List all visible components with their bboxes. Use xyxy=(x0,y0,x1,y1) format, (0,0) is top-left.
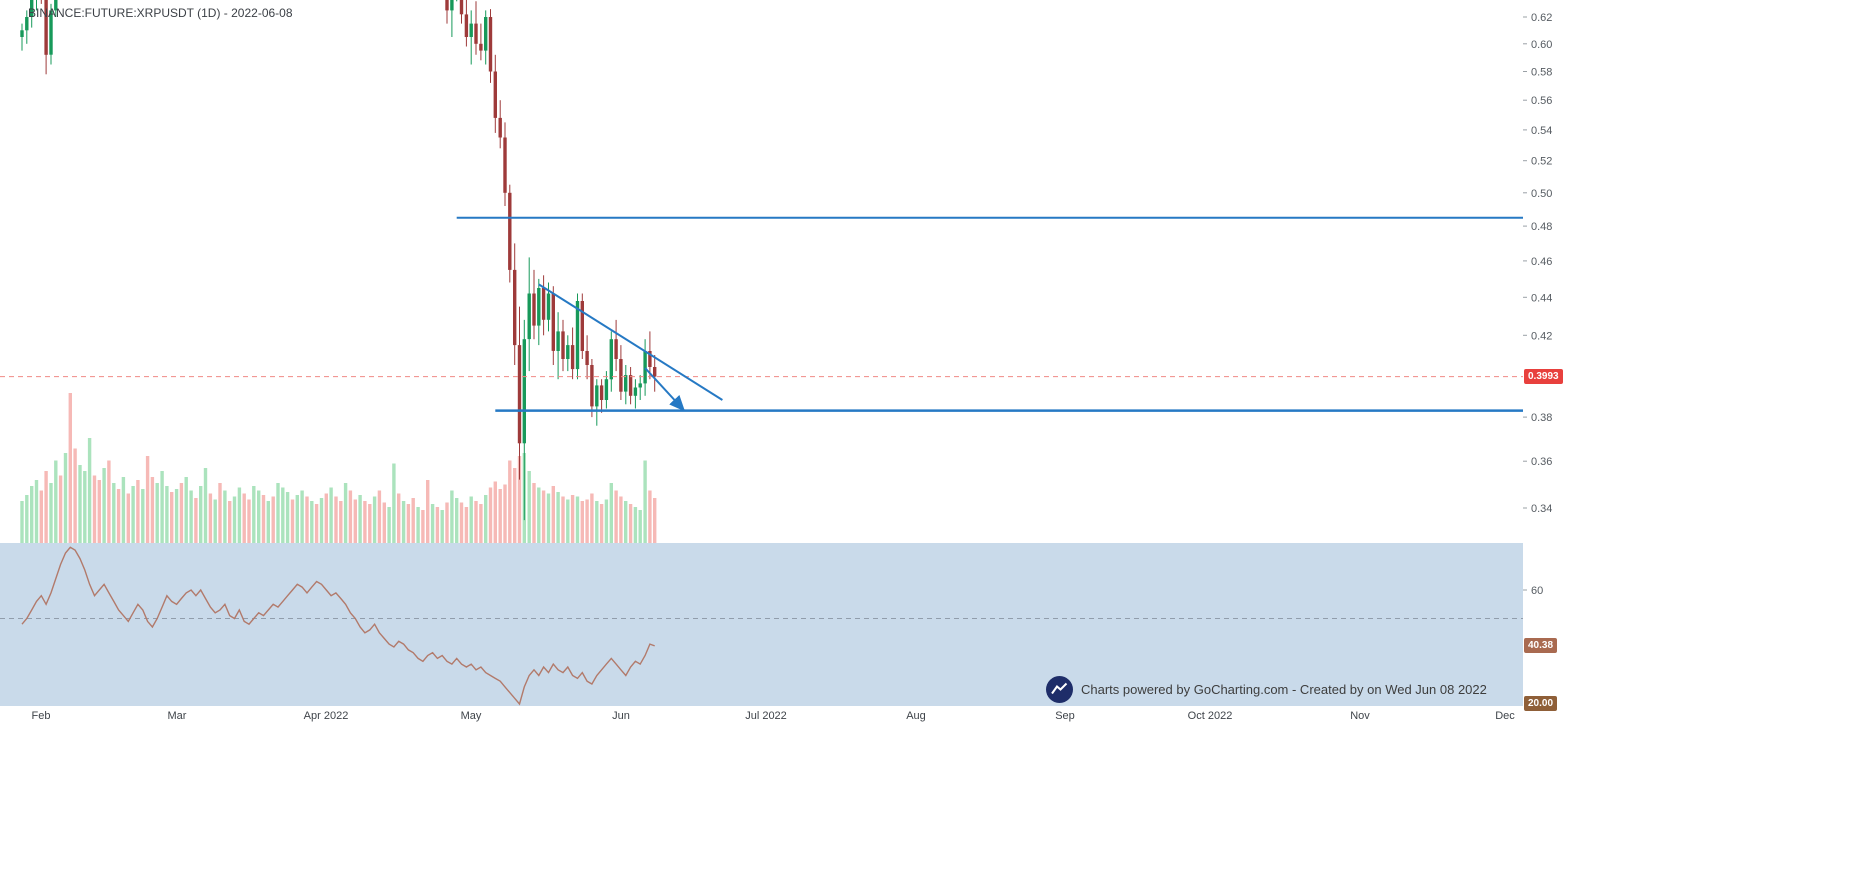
month-label: Oct 2022 xyxy=(1187,710,1233,722)
month-label: Jul 2022 xyxy=(745,710,787,722)
candles-layer xyxy=(20,0,657,521)
price-tick-label: 0.52 xyxy=(1531,156,1552,168)
price-tick-label: 0.62 xyxy=(1531,12,1552,24)
month-label: May xyxy=(460,710,482,722)
indicator-level-badge: 20.00 xyxy=(1524,696,1558,711)
gocharting-logo-icon xyxy=(1046,676,1073,703)
price-tick-label: 0.60 xyxy=(1531,39,1552,51)
month-label: Dec xyxy=(1495,710,1515,722)
price-tick-label: 0.36 xyxy=(1531,456,1552,468)
month-label: Apr 2022 xyxy=(303,710,349,722)
month-label: Aug xyxy=(906,710,926,722)
arrow-annotation[interactable] xyxy=(644,367,686,412)
price-tick-label: 0.50 xyxy=(1531,188,1552,200)
month-label: Feb xyxy=(31,710,51,722)
price-axis[interactable]: 0.62 0.60 0.58 0.56 0.54 0.52 0.50 0.48 0.46 0.44… xyxy=(1523,12,1552,597)
last-price-badge: 0.3993 xyxy=(1524,369,1563,384)
watermark: Charts powered by GoCharting.com - Creat… xyxy=(1046,676,1487,703)
price-tick-label: 0.46 xyxy=(1531,256,1552,268)
chart-canvas[interactable]: 0.62 0.60 0.58 0.56 0.54 0.52 0.50 0.48 0.46 0.44… xyxy=(0,0,1565,731)
price-tick-label: 0.48 xyxy=(1531,221,1552,233)
month-label: Sep xyxy=(1055,710,1075,722)
price-tick-label: 0.44 xyxy=(1531,292,1552,304)
price-tick-label: 0.54 xyxy=(1531,125,1552,137)
indicator-tick-label: 60 xyxy=(1531,585,1543,597)
indicator-line xyxy=(21,546,655,706)
month-label: Jun xyxy=(612,710,630,722)
horizontal-level-lines[interactable] xyxy=(456,216,1523,412)
time-axis[interactable]: Feb Mar Apr 2022 May Jun Jul 2022 Aug Sep Oct 20… xyxy=(0,710,1565,730)
volume-layer xyxy=(20,393,657,543)
indicator-panel xyxy=(0,543,1523,706)
indicator-value-badge: 40.38 xyxy=(1524,638,1558,653)
month-label: Mar xyxy=(167,710,187,722)
price-tick-label: 0.58 xyxy=(1531,67,1552,79)
chart-title: BINANCE:FUTURE:XRPUSDT (1D) - 2022-06-08 xyxy=(28,6,293,20)
month-label: Nov xyxy=(1350,710,1370,722)
watermark-text: Charts powered by GoCharting.com - Creat… xyxy=(1081,682,1487,697)
price-tick-label: 0.56 xyxy=(1531,95,1552,107)
trendline[interactable] xyxy=(538,283,723,401)
price-chart[interactable]: 0.62 0.60 0.58 0.56 0.54 0.52 0.50 0.48 0.46 0.44… xyxy=(0,0,1565,731)
price-tick-label: 0.42 xyxy=(1531,330,1552,342)
price-tick-label: 0.34 xyxy=(1531,503,1552,515)
price-tick-label: 0.38 xyxy=(1531,412,1552,424)
